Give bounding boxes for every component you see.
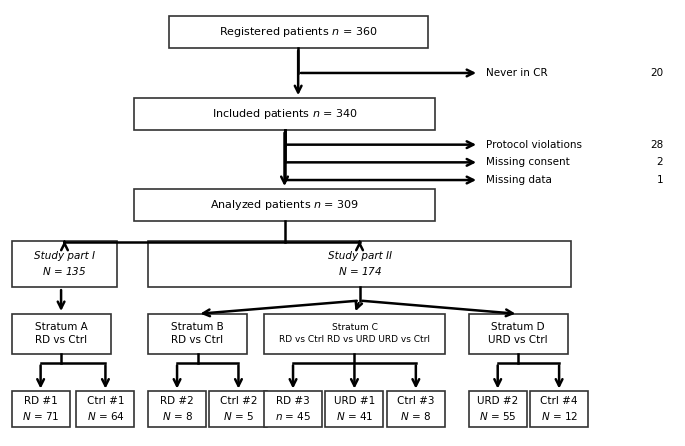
Text: URD #1
$N$ = 41: URD #1 $N$ = 41 <box>334 396 375 422</box>
Text: RD #3
$n$ = 45: RD #3 $n$ = 45 <box>275 396 311 422</box>
FancyBboxPatch shape <box>169 16 427 48</box>
FancyBboxPatch shape <box>12 392 70 427</box>
FancyBboxPatch shape <box>325 392 384 427</box>
FancyBboxPatch shape <box>264 392 322 427</box>
Text: RD #1
$N$ = 71: RD #1 $N$ = 71 <box>22 396 60 422</box>
FancyBboxPatch shape <box>134 189 434 221</box>
FancyBboxPatch shape <box>469 392 527 427</box>
FancyBboxPatch shape <box>530 392 588 427</box>
Text: Never in CR: Never in CR <box>486 68 547 78</box>
Text: Stratum C
RD vs Ctrl RD vs URD URD vs Ctrl: Stratum C RD vs Ctrl RD vs URD URD vs Ct… <box>279 323 430 344</box>
Text: Stratum D
URD vs Ctrl: Stratum D URD vs Ctrl <box>488 322 548 345</box>
Text: Study part II
$N$ = 174: Study part II $N$ = 174 <box>327 251 392 277</box>
Text: Protocol violations: Protocol violations <box>486 140 582 150</box>
Text: 20: 20 <box>650 68 663 78</box>
Text: Included patients $n$ = 340: Included patients $n$ = 340 <box>212 107 358 121</box>
Text: Registered patients $n$ = 360: Registered patients $n$ = 360 <box>219 25 377 39</box>
Text: 1: 1 <box>656 175 663 185</box>
FancyBboxPatch shape <box>148 241 571 287</box>
Text: Ctrl #2
$N$ = 5: Ctrl #2 $N$ = 5 <box>220 396 257 422</box>
FancyBboxPatch shape <box>148 392 206 427</box>
Text: URD #2
$N$ = 55: URD #2 $N$ = 55 <box>477 396 519 422</box>
Text: Ctrl #4
$N$ = 12: Ctrl #4 $N$ = 12 <box>540 396 578 422</box>
FancyBboxPatch shape <box>210 392 267 427</box>
Text: Ctrl #1
$N$ = 64: Ctrl #1 $N$ = 64 <box>86 396 124 422</box>
FancyBboxPatch shape <box>12 314 110 354</box>
FancyBboxPatch shape <box>12 241 117 287</box>
Text: Ctrl #3
$N$ = 8: Ctrl #3 $N$ = 8 <box>397 396 434 422</box>
Text: Stratum B
RD vs Ctrl: Stratum B RD vs Ctrl <box>171 322 224 345</box>
FancyBboxPatch shape <box>134 98 434 130</box>
Text: Study part I
$N$ = 135: Study part I $N$ = 135 <box>34 251 95 277</box>
FancyBboxPatch shape <box>469 314 568 354</box>
Text: 28: 28 <box>650 140 663 150</box>
Text: RD #2
$N$ = 8: RD #2 $N$ = 8 <box>160 396 194 422</box>
Text: Missing consent: Missing consent <box>486 157 569 167</box>
FancyBboxPatch shape <box>77 392 134 427</box>
Text: Analyzed patients $n$ = 309: Analyzed patients $n$ = 309 <box>210 198 359 212</box>
FancyBboxPatch shape <box>264 314 445 354</box>
Text: Stratum A
RD vs Ctrl: Stratum A RD vs Ctrl <box>35 322 88 345</box>
FancyBboxPatch shape <box>387 392 445 427</box>
FancyBboxPatch shape <box>148 314 247 354</box>
Text: Missing data: Missing data <box>486 175 551 185</box>
Text: 2: 2 <box>656 157 663 167</box>
